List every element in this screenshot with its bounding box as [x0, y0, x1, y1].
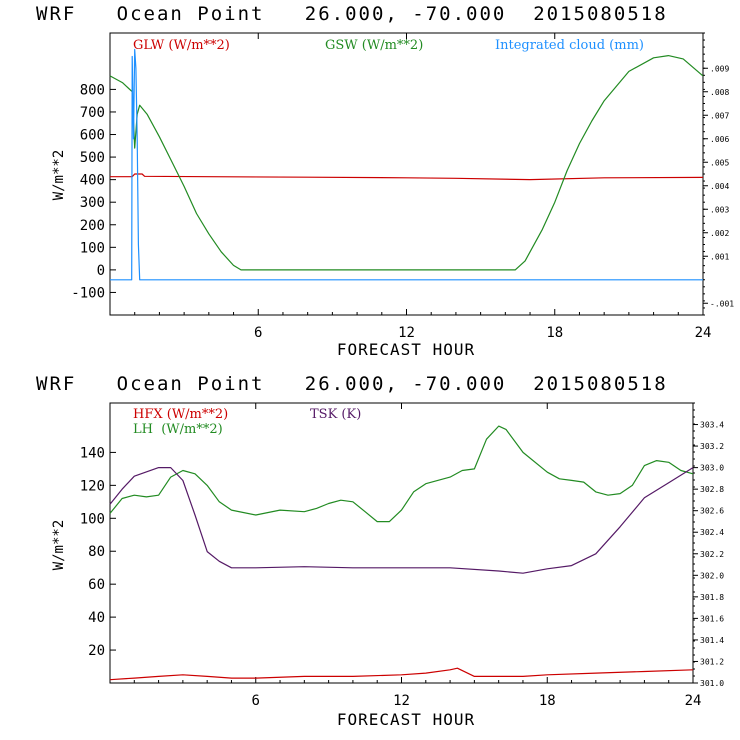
chart-1-right-tick-label: .003 — [710, 205, 729, 214]
chart-2-x-tick-label: 18 — [539, 693, 556, 709]
chart-1-right-tick-label: .007 — [710, 111, 729, 120]
chart-1-title: WRF Ocean Point 26.000, -70.000 20150805… — [36, 3, 668, 25]
chart-1-y-tick-label: 200 — [80, 218, 105, 234]
chart-1-right-tick-label: .009 — [710, 64, 729, 73]
chart-2-y-tick-label: 140 — [80, 445, 105, 461]
chart-1-x-tick-label: 6 — [254, 325, 262, 341]
chart-1-right-tick-label: .005 — [710, 158, 729, 167]
chart-2-right-tick-label: 301.4 — [700, 636, 724, 645]
chart-2-y-tick-label: 20 — [88, 643, 105, 659]
chart-2: WRF Ocean Point 26.000, -70.000 20150805… — [36, 373, 724, 729]
chart-2-series-tsk-line — [109, 467, 694, 574]
chart-2-y-tick-label: 80 — [88, 544, 105, 560]
chart-1-legend-gsw: GSW (W/m**2) — [325, 38, 423, 53]
chart-1-y-tick-label: 500 — [80, 150, 105, 166]
chart-2-title: WRF Ocean Point 26.000, -70.000 20150805… — [36, 373, 668, 395]
chart-2-legend-tsk: TSK (K) — [310, 407, 361, 422]
chart-1-legend-glw: GLW (W/m**2) — [133, 38, 230, 53]
chart-2-right-tick-label: 301.0 — [700, 679, 724, 688]
chart-1-right-tick-label: .001 — [710, 252, 729, 261]
chart-1-ylabel: W/m**2 — [51, 150, 67, 201]
chart-2-legend-hfx: HFX (W/m**2) — [133, 407, 228, 422]
chart-1-y-tick-label: -100 — [71, 285, 105, 301]
chart-1-x-tick-label: 18 — [546, 325, 563, 341]
chart-1-legend-cloud: Integrated cloud (mm) — [495, 38, 644, 53]
chart-2-right-tick-label: 303.2 — [700, 442, 724, 451]
chart-2-right-tick-label: 303.0 — [700, 464, 724, 473]
chart-1-right-tick-label: -.001 — [710, 299, 734, 308]
chart-2-series-hfx-line — [109, 667, 694, 681]
chart-2-right-tick-label: 302.6 — [700, 507, 724, 516]
chart-1-y-tick-label: 700 — [80, 105, 105, 121]
chart-1-x-tick-label: 12 — [398, 325, 415, 341]
chart-1-series-gsw-line — [109, 54, 704, 271]
chart-2-right-tick-label: 301.8 — [700, 593, 724, 602]
chart-2-y-tick-label: 100 — [80, 511, 105, 527]
chart-1-xlabel: FORECAST HOUR — [337, 340, 475, 359]
chart-2-x-tick-label: 24 — [685, 693, 702, 709]
chart-2-x-tick-label: 12 — [393, 693, 410, 709]
chart-2-right-tick-label: 302.4 — [700, 528, 724, 537]
chart-1-y-tick-label: 0 — [97, 263, 105, 279]
chart-2-ylabel: W/m**2 — [51, 520, 67, 571]
chart-1-y-tick-label: 400 — [80, 173, 105, 189]
chart-2-series-lh-line — [109, 425, 694, 523]
chart-1-y-tick-label: 600 — [80, 128, 105, 144]
chart-1-y-tick-label: 800 — [80, 82, 105, 98]
chart-2-legend-lh: LH (W/m**2) — [133, 422, 223, 437]
chart-2-x-tick-label: 6 — [252, 693, 260, 709]
chart-1-right-tick-label: .008 — [710, 88, 729, 97]
chart-2-y-tick-label: 60 — [88, 577, 105, 593]
chart-2-right-tick-label: 302.2 — [700, 550, 724, 559]
chart-1-plot-frame — [109, 32, 704, 316]
chart-2-y-tick-label: 40 — [88, 610, 105, 626]
chart-1-series-glw-line — [110, 173, 704, 181]
chart-2-y-tick-label: 120 — [80, 478, 105, 494]
chart-1-y-tick-label: 300 — [80, 195, 105, 211]
chart-1-right-tick-label: .002 — [710, 229, 729, 238]
chart-1-y-tick-label: 100 — [80, 240, 105, 256]
chart-2-right-tick-label: 302.0 — [700, 571, 724, 580]
chart-2-right-tick-label: 302.8 — [700, 485, 724, 494]
chart-2-right-tick-label: 303.4 — [700, 421, 724, 430]
chart-1-series-integrated-line — [110, 48, 703, 281]
chart-2-right-tick-label: 301.6 — [700, 614, 724, 623]
chart-2-right-tick-label: 301.2 — [700, 657, 724, 666]
chart-1-x-tick-label: 24 — [695, 325, 712, 341]
chart-2-xlabel: FORECAST HOUR — [337, 710, 475, 729]
chart-1-right-tick-label: .004 — [710, 182, 729, 191]
chart-1: WRF Ocean Point 26.000, -70.000 20150805… — [36, 3, 734, 359]
chart-1-right-tick-label: .006 — [710, 135, 729, 144]
